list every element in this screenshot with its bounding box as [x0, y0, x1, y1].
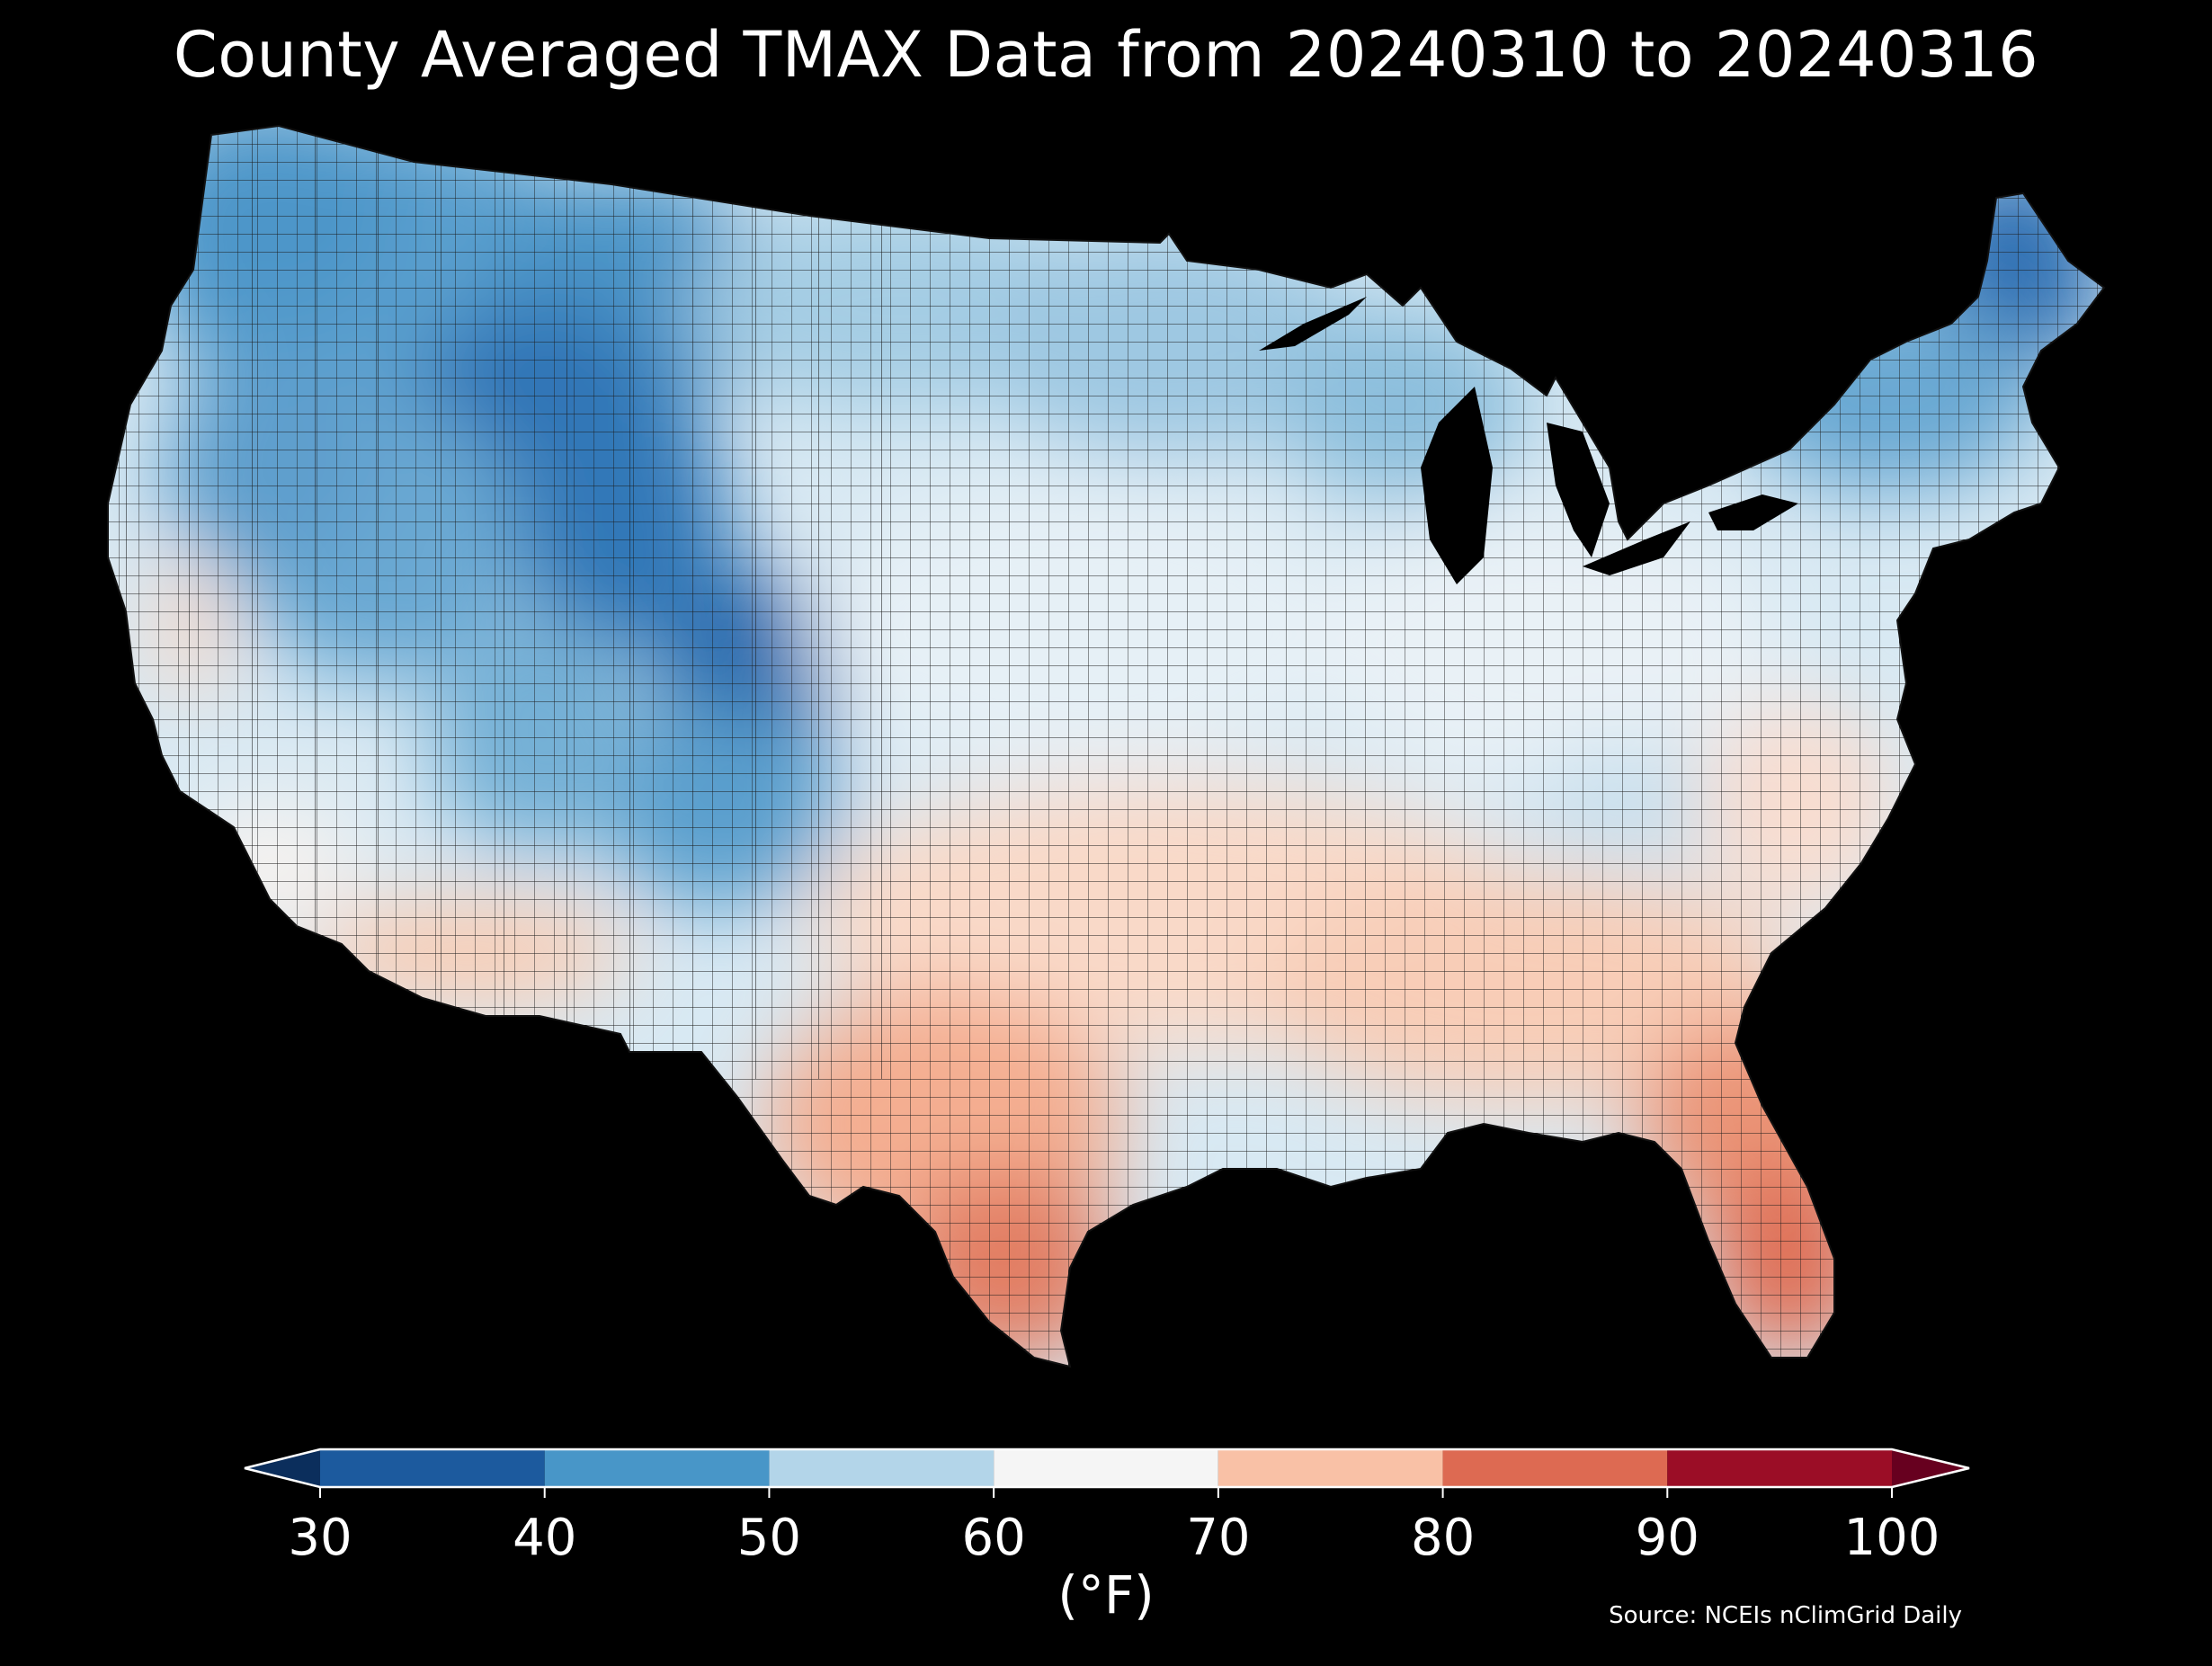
colorbar-bin [1667, 1449, 1892, 1487]
colorbar-under-extend [245, 1449, 320, 1487]
colorbar-tick-label: 70 [1186, 1509, 1250, 1567]
colorbar-over-extend [1892, 1449, 1969, 1487]
colorbar-bin [994, 1449, 1218, 1487]
colorbar-bin [320, 1449, 545, 1487]
colorbar-bin [1442, 1449, 1668, 1487]
colorbar-bin [1217, 1449, 1443, 1487]
colorbar-bin [544, 1449, 770, 1487]
great-lakes [1259, 297, 1798, 584]
map-title: County Averaged TMAX Data from 20240310 … [173, 18, 2039, 92]
source-note: Source: NCEIs nClimGrid Daily [1609, 1602, 1962, 1629]
colorbar-tick-label: 40 [513, 1509, 576, 1567]
colorbar-tick-label: 60 [962, 1509, 1026, 1567]
colorbar-label: (°F) [1057, 1564, 1155, 1626]
colorbar-tick-label: 50 [737, 1509, 801, 1567]
colorbar-tick-label: 90 [1636, 1509, 1699, 1567]
colorbar-tick-label: 30 [288, 1509, 352, 1567]
colorbar-tick-label: 80 [1411, 1509, 1475, 1567]
colorbar-tick-label: 100 [1844, 1509, 1940, 1567]
us-outline [107, 124, 2106, 1368]
colorbar-bin [769, 1449, 995, 1487]
